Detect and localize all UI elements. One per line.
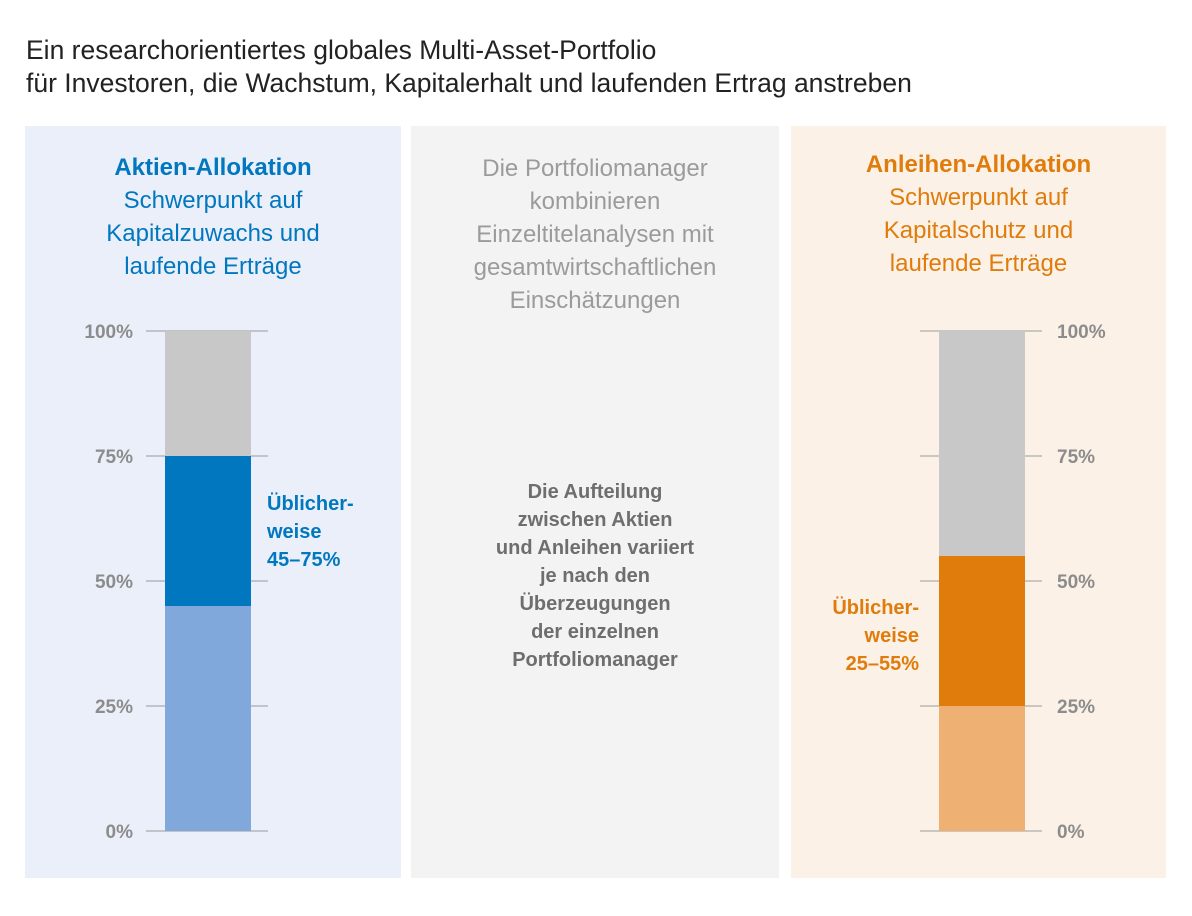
- tick-label-100: 100%: [84, 322, 133, 343]
- equity-range-line-1: Üblicher-: [267, 493, 354, 515]
- tick-label-25: 25%: [95, 697, 133, 718]
- middle-panel: Die Portfoliomanager kombinieren Einzelt…: [411, 126, 779, 878]
- equity-heading-block: Aktien-Allokation Schwerpunkt auf Kapita…: [25, 152, 401, 283]
- tick-label-0: 0%: [1057, 822, 1085, 843]
- middle-note-text: Die Aufteilung zwischen Aktien und Anlei…: [411, 478, 779, 674]
- tick-label-75: 75%: [95, 447, 133, 468]
- bond-range-line-1: Üblicher-: [832, 597, 919, 619]
- middle-intro-text: Die Portfoliomanager kombinieren Einzelt…: [411, 152, 779, 317]
- tick-label-100: 100%: [1057, 322, 1106, 343]
- bond-range-line-2: weise: [864, 625, 919, 647]
- page-title: Ein researchorientiertes globales Multi-…: [26, 34, 1166, 100]
- intro-line: kombinieren: [529, 188, 661, 215]
- note-line: Portfoliomanager: [512, 649, 678, 671]
- tick-label-50: 50%: [1057, 572, 1095, 593]
- intro-line: Einschätzungen: [509, 287, 681, 314]
- bar-segment-typical-range: [165, 456, 251, 606]
- bond-range-label: Üblicher- weise 25–55%: [791, 594, 919, 678]
- bond-heading: Anleihen-Allokation: [865, 151, 1092, 178]
- bar-segment-remainder: [939, 331, 1025, 556]
- equity-panel: Aktien-Allokation Schwerpunkt auf Kapita…: [25, 126, 401, 878]
- note-line: zwischen Aktien: [517, 509, 673, 531]
- bond-allocation-chart: 0% 25% 50% 75% 100%: [920, 322, 1106, 843]
- title-line-2: für Investoren, die Wachstum, Kapitalerh…: [26, 68, 912, 98]
- equity-range-label: Üblicher- weise 45–75%: [267, 490, 354, 574]
- equity-allocation-chart: 0% 25% 50% 75% 100%: [84, 322, 268, 843]
- bar-segment-minimum: [165, 606, 251, 831]
- bond-panel: Anleihen-Allokation Schwerpunkt auf Kapi…: [791, 126, 1166, 878]
- equity-sub-line-2: Kapitalzuwachs und: [106, 220, 320, 247]
- bond-range-line-3: 25–55%: [845, 653, 919, 675]
- bar-segment-typical-range: [939, 556, 1025, 706]
- equity-heading: Aktien-Allokation: [114, 154, 312, 181]
- note-line: Die Aufteilung: [527, 481, 663, 503]
- note-line: der einzelnen: [531, 621, 659, 643]
- intro-line: Die Portfoliomanager: [482, 155, 708, 182]
- equity-range-line-3: 45–75%: [267, 549, 341, 571]
- equity-range-line-2: weise: [267, 521, 322, 543]
- bond-heading-block: Anleihen-Allokation Schwerpunkt auf Kapi…: [791, 149, 1166, 280]
- bond-sub-line-1: Schwerpunkt auf: [889, 184, 1068, 211]
- intro-line: gesamtwirtschaftlichen: [473, 254, 717, 281]
- bar-segment-remainder: [165, 331, 251, 456]
- equity-sub-line-3: laufende Erträge: [124, 253, 302, 280]
- tick-label-50: 50%: [95, 572, 133, 593]
- note-line: und Anleihen variiert: [495, 537, 695, 559]
- tick-label-75: 75%: [1057, 447, 1095, 468]
- bond-sub-line-3: laufende Erträge: [889, 250, 1068, 277]
- tick-label-25: 25%: [1057, 697, 1095, 718]
- intro-line: Einzeltitelanalysen mit: [476, 221, 714, 248]
- bond-sub-line-2: Kapitalschutz und: [883, 217, 1074, 244]
- bar-segment-minimum: [939, 706, 1025, 831]
- equity-sub-line-1: Schwerpunkt auf: [123, 187, 303, 214]
- title-line-1: Ein researchorientiertes globales Multi-…: [26, 35, 657, 65]
- note-line: je nach den: [539, 565, 651, 587]
- tick-label-0: 0%: [106, 822, 134, 843]
- note-line: Überzeugungen: [519, 593, 671, 615]
